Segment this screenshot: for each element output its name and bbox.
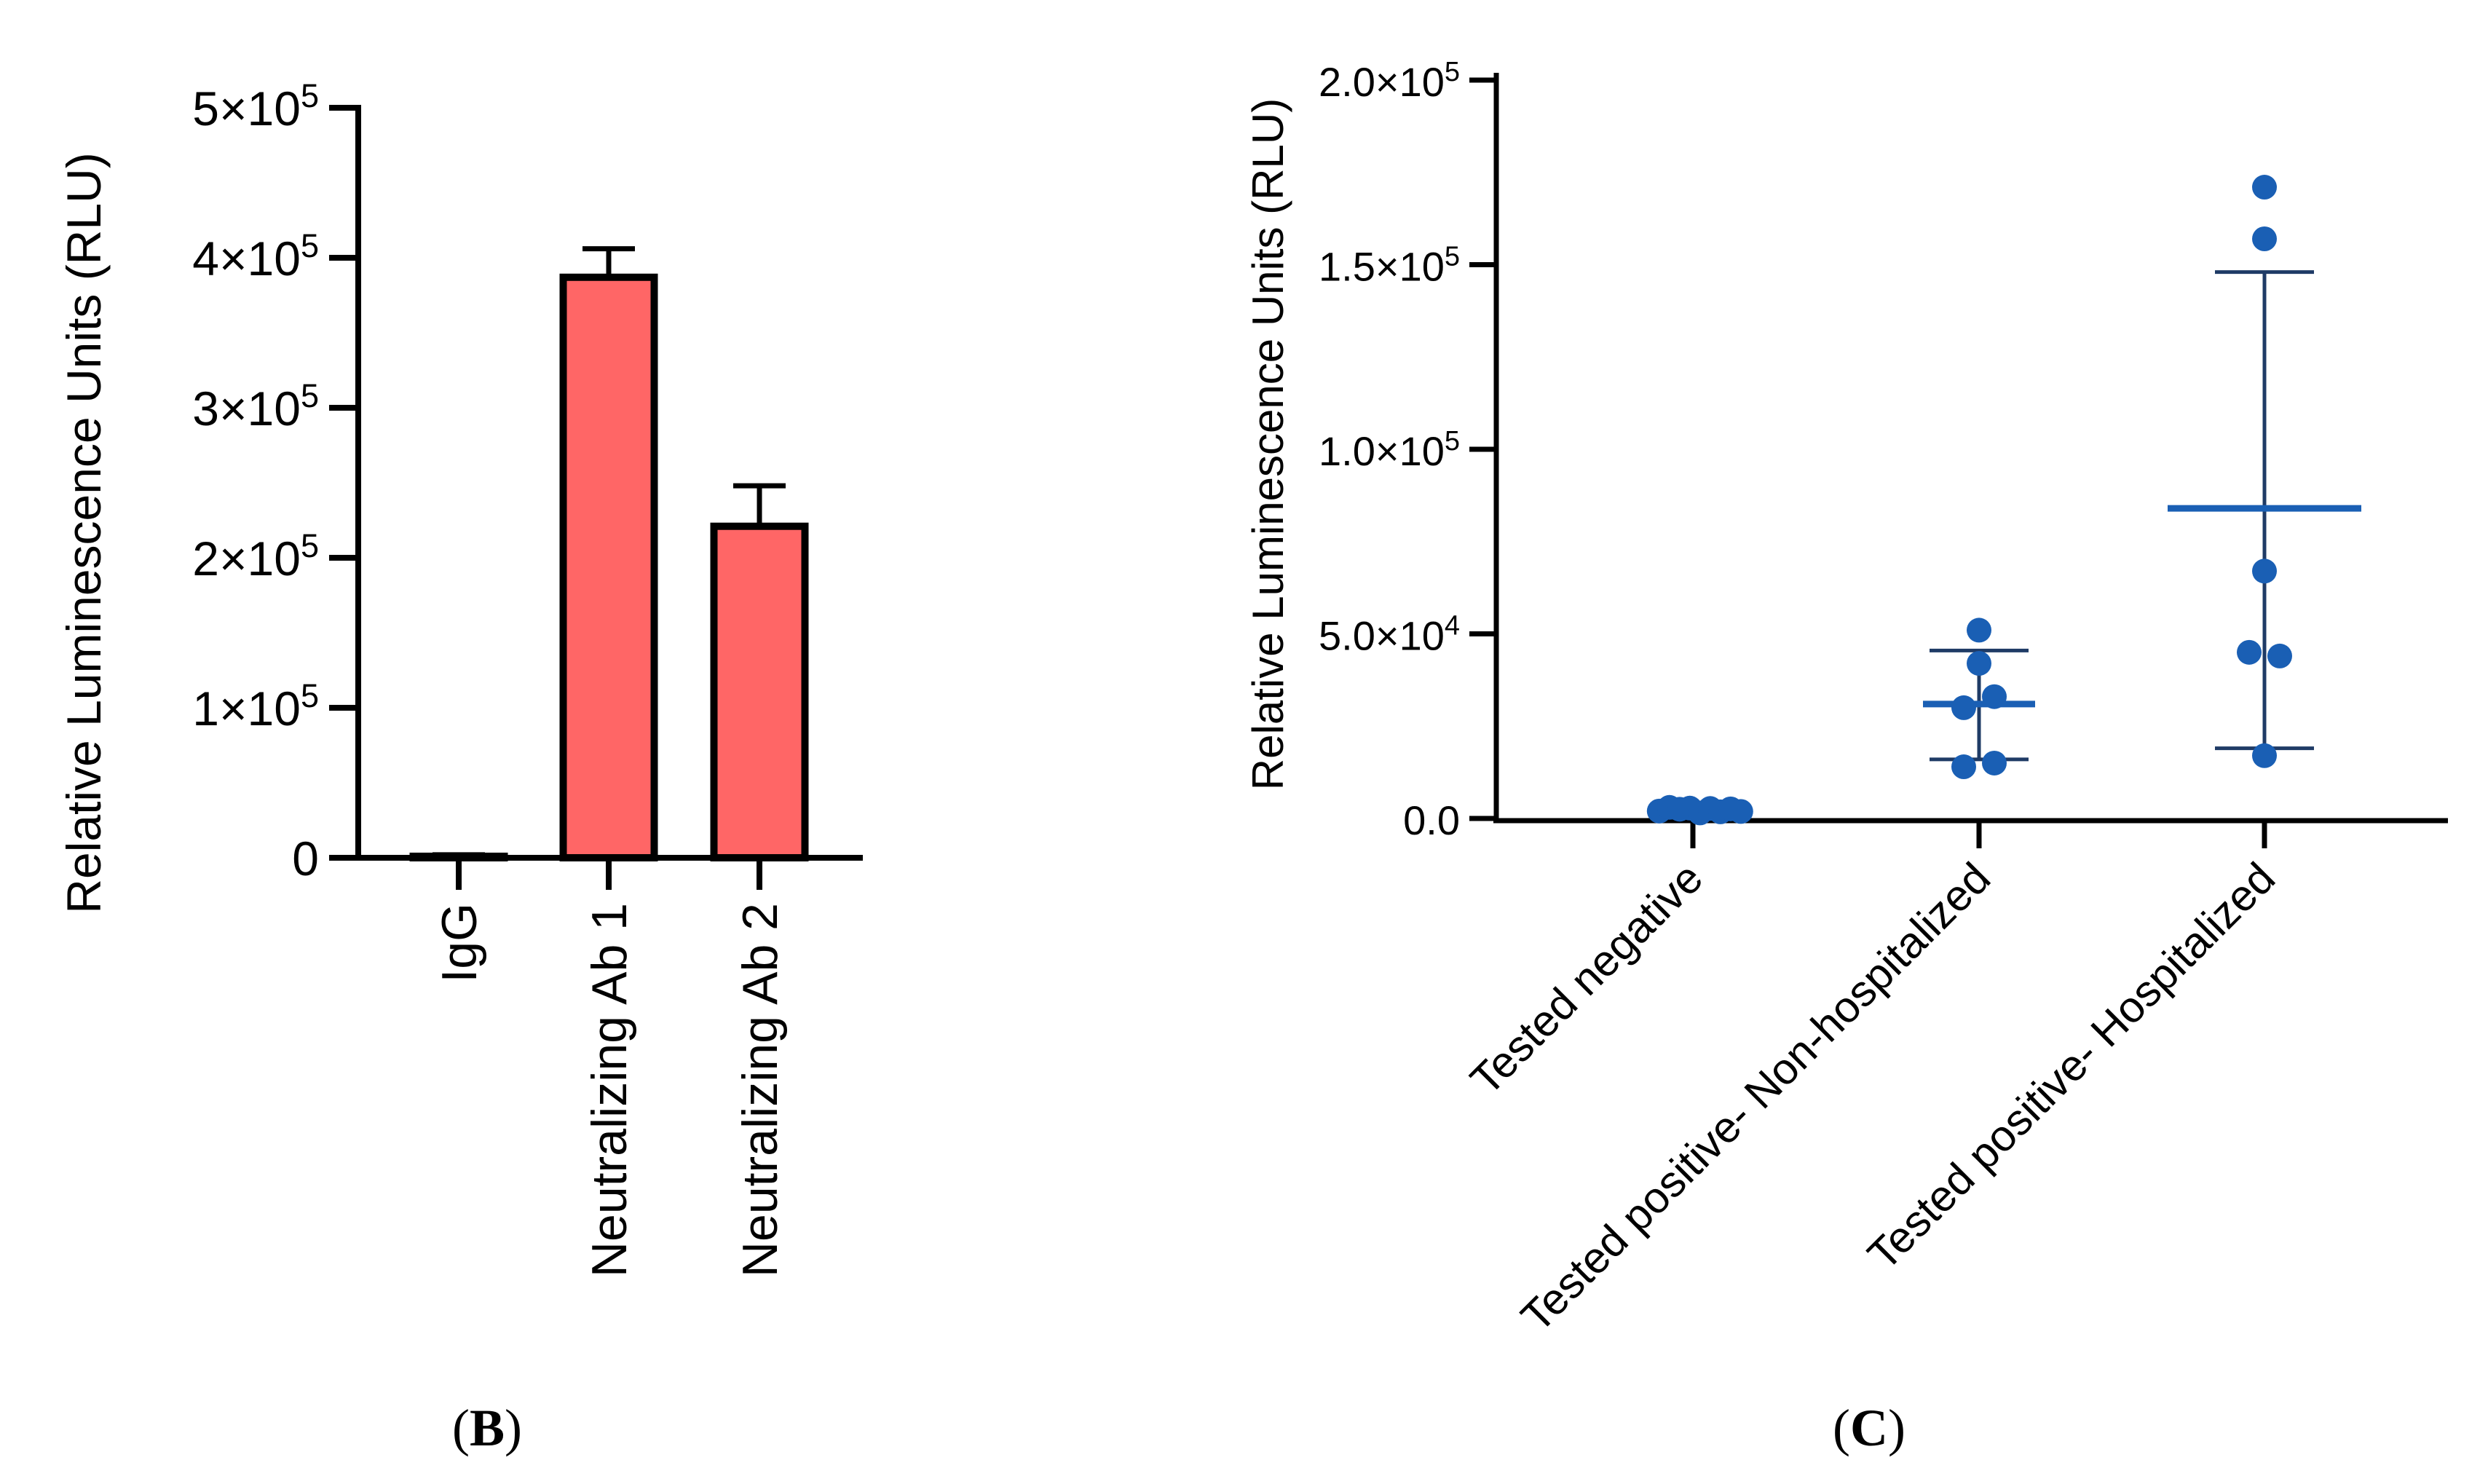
panel-c-point	[1951, 754, 1976, 780]
panel-b-x-tick-label: Neutralizing Ab 2	[732, 903, 788, 1277]
panel-c-x-tick-label: Tested positive- Non-hospitalized	[1512, 853, 1999, 1341]
panel-c-point	[1982, 750, 2007, 775]
panel-b-bars	[409, 273, 809, 861]
panel-c-point	[2252, 559, 2277, 584]
panel-b-bar	[710, 522, 809, 861]
panel-b-bar	[559, 273, 658, 861]
panel-b-x-tick-label: Neutralizing Ab 1	[582, 903, 637, 1277]
panel-b-y-tick-label: 5×105	[192, 77, 319, 136]
panel-b-label: (B)	[452, 1399, 522, 1457]
panel-b-y-tick-label: 2×105	[192, 527, 319, 586]
panel-c-point	[2252, 226, 2277, 252]
panel-c-point	[1982, 684, 2007, 709]
panel-b-y-tick-label: 3×105	[192, 377, 319, 436]
panel-c-y-ticks: 0.0 5.0×104 1.0×105 1.5×105 2.0×105	[1319, 57, 1496, 843]
panel-c-point	[2267, 643, 2292, 668]
panel-c-y-tick-label: 1.5×105	[1319, 242, 1460, 290]
panel-c-point	[1728, 799, 1753, 824]
panel-c-y-tick-label: 1.0×105	[1319, 426, 1460, 474]
panel-b-ylabel: Relative Luminescence Units (RLU)	[57, 152, 111, 913]
panel-c-point	[2237, 639, 2262, 665]
panel-c-mean-sd-lines	[1923, 270, 2361, 762]
panel-c-chart: Relative Luminescence Units (RLU) 0.0 5.0…	[1244, 57, 2448, 1457]
panel-c-point	[1967, 617, 1991, 643]
panel-b-chart: Relative Luminescence Units (RLU) 0 1×105…	[57, 77, 863, 1457]
panel-b-x-tick-label: IgG	[432, 903, 487, 983]
panel-c-label: (C)	[1833, 1399, 1906, 1457]
panel-b-y-tick-label: 0	[292, 832, 319, 885]
panel-c-y-tick-label: 5.0×104	[1319, 611, 1460, 659]
panel-b-x-ticks: IgG Neutralizing Ab 1 Neutralizing Ab 2	[432, 858, 788, 1277]
panel-c-point	[1967, 651, 1991, 676]
panel-c-y-tick-label: 2.0×105	[1319, 57, 1460, 105]
panel-b-y-tick-label: 1×105	[192, 677, 319, 736]
panel-c-x-tick-label: Tested negative	[1461, 853, 1713, 1105]
panel-b-y-ticks: 0 1×105 2×105 3×105 4×105 5×105	[192, 77, 358, 885]
panel-c-ylabel: Relative Luminescence Units (RLU)	[1244, 98, 1292, 790]
panel-c-y-tick-label: 0.0	[1403, 797, 1460, 843]
panel-c-point	[2252, 175, 2277, 200]
panel-c-point	[2252, 743, 2277, 768]
panel-c-point	[1951, 695, 1976, 720]
panel-b-y-tick-label: 4×105	[192, 227, 319, 286]
panel-c-points	[1646, 175, 2292, 826]
